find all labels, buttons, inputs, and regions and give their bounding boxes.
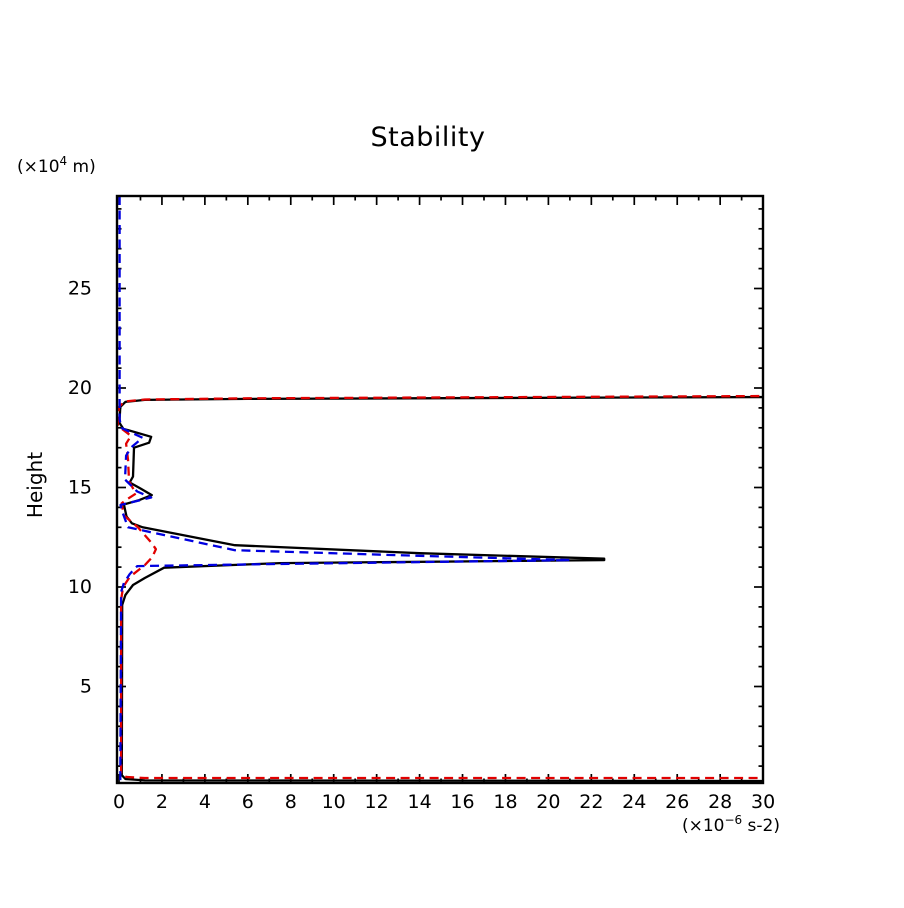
chart-title: Stability (371, 122, 486, 153)
profile-curves (116, 196, 764, 784)
x-tick-label: 16 (450, 791, 474, 813)
profile-solid-black (118, 395, 764, 783)
x-unit-suffix: s-2) (742, 816, 780, 836)
x-tick-label: 24 (622, 791, 646, 813)
x-tick-label: 4 (199, 791, 211, 813)
x-tick-label: 18 (493, 791, 517, 813)
y-unit-prefix: (×10 (17, 157, 60, 177)
axis-ticks (117, 196, 764, 783)
x-unit-prefix: (×10 (682, 816, 725, 836)
x-tick-label: 22 (579, 791, 603, 813)
x-tick-label: 10 (322, 791, 346, 813)
x-tick-label: 14 (407, 791, 431, 813)
x-axis-unit-label: (×10−6 s-2) (682, 813, 780, 836)
y-tick-labels: 5 10 15 20 25 (68, 278, 92, 698)
y-unit-suffix: m) (67, 157, 96, 177)
x-tick-label: 26 (665, 791, 689, 813)
x-tick-label: 2 (156, 791, 168, 813)
x-tick-label: 12 (365, 791, 389, 813)
y-tick-label: 10 (68, 576, 92, 598)
x-tick-labels: 0 2 4 6 8 10 12 14 16 18 20 22 24 26 28 30 (113, 791, 775, 813)
x-tick-label: 0 (113, 791, 125, 813)
x-tick-label: 20 (536, 791, 560, 813)
profile-dashed-red (116, 394, 764, 780)
y-axis-label: Height (23, 452, 47, 518)
y-tick-label: 25 (68, 278, 92, 300)
x-tick-label: 6 (242, 791, 254, 813)
profile-dashed-blue (118, 196, 572, 784)
x-tick-label: 30 (751, 791, 775, 813)
x-unit-superscript: −6 (724, 813, 742, 827)
x-tick-label: 8 (285, 791, 297, 813)
y-tick-label: 5 (80, 676, 92, 698)
plot-frame (115, 194, 765, 785)
x-tick-label: 28 (708, 791, 732, 813)
y-unit-superscript: 4 (60, 154, 68, 168)
y-axis-unit-label: (×104 m) (17, 154, 96, 177)
y-tick-label: 20 (68, 377, 92, 399)
y-tick-label: 15 (68, 477, 92, 499)
